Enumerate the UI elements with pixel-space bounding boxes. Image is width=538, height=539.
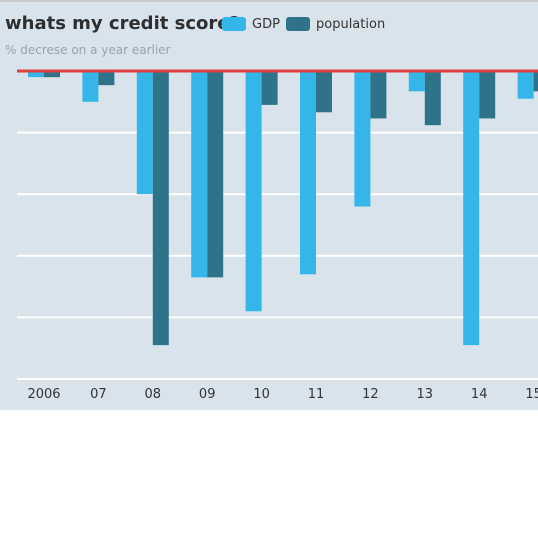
x-tick-label: 10 [253,387,270,402]
bar-gdp-10[interactable] [245,71,262,312]
bar-population-12[interactable] [370,71,387,119]
top-border [0,0,538,2]
x-tick-label: 12 [362,387,379,402]
bar-population-2006[interactable] [44,71,60,78]
x-tick-label: 14 [471,387,488,402]
bar-population-13[interactable] [424,71,441,126]
bar-gdp-08[interactable] [136,71,153,195]
bar-population-07[interactable] [98,71,115,86]
x-tick-label: 08 [145,387,162,402]
bar-gdp-2006[interactable] [28,71,44,78]
legend-label-gdp: GDP [252,16,280,32]
chart-subtitle: % decrese on a year earlier [5,43,171,57]
legend-swatch-gdp [222,17,246,31]
legend-label-population: population [316,16,386,32]
bar-population-15[interactable] [533,71,538,92]
legend-swatch-population [286,17,310,31]
x-tick-label: 11 [308,387,325,402]
bar-chart: 2006 07 08 09 10 11 12 13 14 15 [17,69,538,402]
x-tick-label: 15 [525,387,538,402]
bar-gdp-09[interactable] [191,71,208,278]
bar-gdp-11[interactable] [300,71,316,275]
bar-gdp-14[interactable] [463,71,480,346]
x-tick-label: 09 [199,387,216,402]
chart-title: whats my credit score? [5,13,240,34]
x-tick-label: 2006 [27,387,60,402]
bar-population-09[interactable] [207,71,224,278]
x-tick-label: 13 [417,387,434,402]
chart-panel: whats my credit score? % decrese on a ye… [0,0,538,410]
bar-gdp-13[interactable] [408,71,425,92]
legend-item-gdp[interactable]: GDP [222,15,280,33]
bar-gdp-12[interactable] [354,71,371,207]
bar-gdp-07[interactable] [82,71,99,102]
bar-population-10[interactable] [261,71,278,105]
bar-gdp-15[interactable] [517,71,534,99]
bar-population-11[interactable] [316,71,332,113]
bar-population-08[interactable] [152,71,169,346]
bar-population-14[interactable] [479,71,496,119]
legend-item-population[interactable]: population [286,15,385,33]
x-tick-label: 07 [90,387,107,402]
